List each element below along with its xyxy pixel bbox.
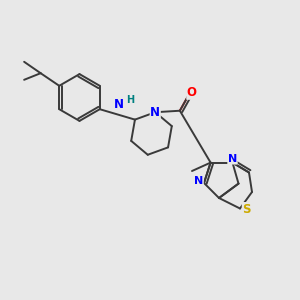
Text: N: N [228,154,237,164]
Text: N: N [194,176,203,187]
Text: S: S [242,202,251,216]
Text: N: N [150,106,160,119]
Text: H: H [126,95,134,105]
Text: O: O [187,86,197,99]
Text: N: N [114,98,124,111]
